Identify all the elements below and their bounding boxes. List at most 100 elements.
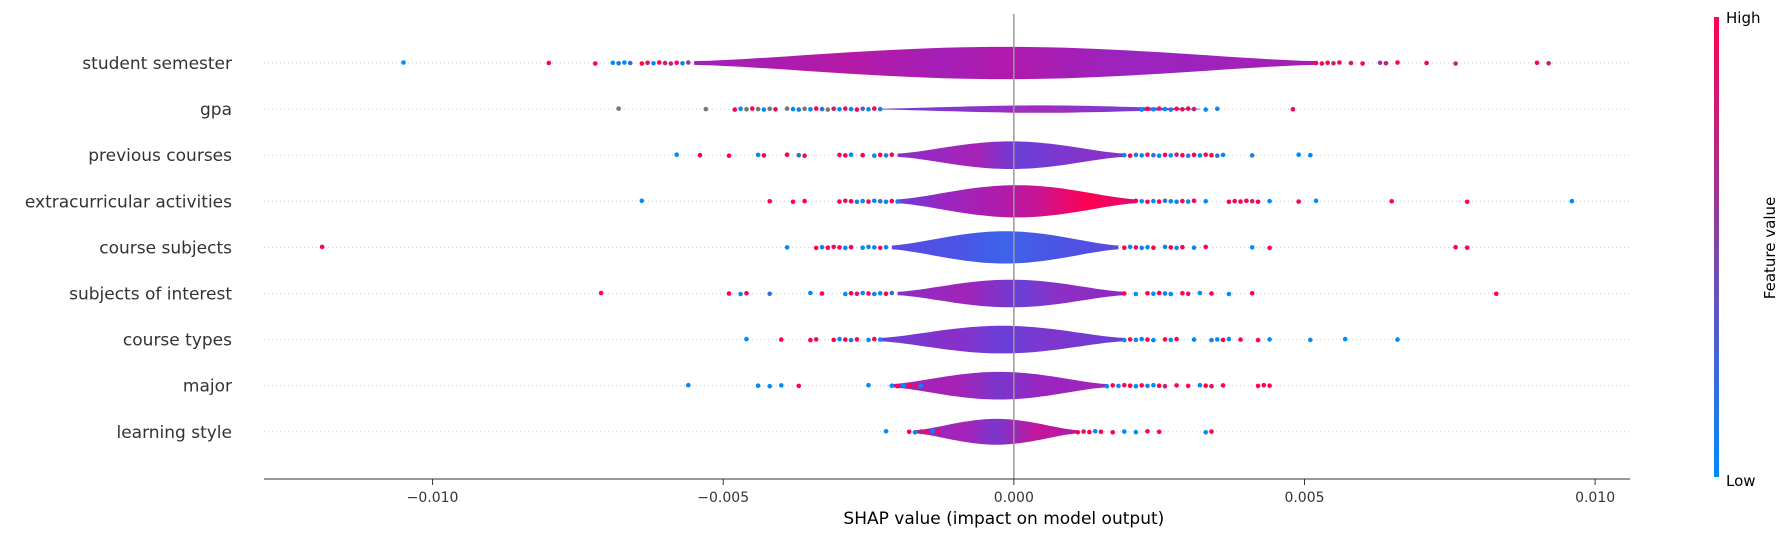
data-point xyxy=(796,152,802,158)
data-point xyxy=(732,107,738,112)
data-point xyxy=(1360,61,1365,66)
data-point xyxy=(790,106,796,112)
data-point xyxy=(848,152,854,157)
data-point xyxy=(860,245,865,250)
data-point xyxy=(1215,153,1220,158)
data-point xyxy=(1319,61,1325,66)
data-point xyxy=(1122,291,1127,296)
data-point xyxy=(1151,198,1156,204)
data-point xyxy=(1098,429,1104,435)
data-point xyxy=(767,291,772,297)
data-point xyxy=(1116,383,1121,389)
data-point xyxy=(1168,153,1174,158)
data-point xyxy=(1215,106,1220,112)
data-point xyxy=(1209,337,1214,343)
data-point xyxy=(401,60,406,65)
data-point xyxy=(883,153,889,158)
data-point xyxy=(808,107,813,112)
data-point xyxy=(819,106,825,112)
data-point xyxy=(1133,337,1139,343)
data-point xyxy=(1232,198,1237,204)
data-point xyxy=(1464,245,1470,250)
data-point xyxy=(1162,291,1168,296)
data-point xyxy=(1133,152,1139,158)
data-point xyxy=(598,290,604,296)
data-point xyxy=(1162,244,1168,250)
data-point xyxy=(784,106,790,111)
data-point xyxy=(889,383,895,389)
data-point xyxy=(1122,382,1127,388)
data-point xyxy=(1145,199,1150,205)
data-point xyxy=(1151,245,1156,250)
data-point xyxy=(1203,383,1208,389)
data-point xyxy=(877,291,883,296)
feature-label: extracurricular activities xyxy=(25,192,232,212)
data-point xyxy=(1156,153,1162,158)
data-point xyxy=(843,198,848,204)
data-point xyxy=(767,106,772,112)
feature-label: major xyxy=(183,377,232,397)
data-point xyxy=(802,153,807,158)
data-point xyxy=(627,60,633,66)
data-point xyxy=(779,383,784,388)
data-point xyxy=(1156,383,1162,389)
data-point xyxy=(1546,61,1551,66)
data-point xyxy=(1110,383,1115,388)
colorbar-high-label: High xyxy=(1726,9,1760,27)
data-point xyxy=(738,106,743,112)
data-point xyxy=(1249,199,1255,204)
data-point xyxy=(1151,382,1156,388)
data-point xyxy=(1534,60,1540,66)
data-point xyxy=(657,60,662,65)
x-tick-label: 0.005 xyxy=(1284,490,1324,506)
data-point xyxy=(1151,152,1156,158)
data-point xyxy=(866,199,871,204)
data-point xyxy=(616,61,621,66)
data-point xyxy=(837,336,842,342)
violin-course-types xyxy=(880,325,1125,354)
data-point xyxy=(860,198,865,204)
data-point xyxy=(1127,337,1133,342)
data-point xyxy=(1156,106,1162,111)
x-axis: −0.010 −0.005 0.000 0.005 0.010 SHAP value (… xyxy=(264,478,1630,529)
data-point xyxy=(726,291,732,296)
data-point xyxy=(1249,153,1255,158)
data-point xyxy=(877,106,883,112)
data-point xyxy=(848,244,854,250)
data-point xyxy=(906,429,912,435)
data-point xyxy=(895,383,900,389)
data-point xyxy=(1325,60,1330,66)
data-point xyxy=(1296,152,1301,157)
data-point xyxy=(767,199,772,204)
data-point xyxy=(1081,429,1086,434)
data-point xyxy=(1133,383,1139,389)
data-point xyxy=(1151,337,1156,343)
data-point xyxy=(1162,198,1168,204)
data-point xyxy=(1122,245,1127,250)
data-point xyxy=(1197,153,1203,158)
data-point xyxy=(1261,382,1267,388)
data-point xyxy=(1308,152,1313,158)
data-point xyxy=(639,198,645,204)
data-point xyxy=(1162,106,1168,112)
x-ticks: −0.010 −0.005 0.000 0.005 0.010 xyxy=(407,479,1615,506)
data-point xyxy=(1337,60,1342,65)
data-point xyxy=(1145,429,1150,434)
data-point xyxy=(1180,291,1185,296)
feature-label: course types xyxy=(123,331,232,351)
data-point xyxy=(1168,245,1174,250)
data-point xyxy=(1383,61,1389,66)
data-point xyxy=(1313,198,1319,204)
data-point xyxy=(1127,153,1133,158)
data-point xyxy=(1174,383,1179,388)
data-point xyxy=(802,106,807,112)
data-point xyxy=(883,429,889,434)
data-point xyxy=(796,107,802,112)
data-point xyxy=(889,198,895,204)
data-point xyxy=(866,291,871,296)
data-point xyxy=(1203,244,1208,250)
violin-gpa xyxy=(880,105,1200,113)
data-point xyxy=(848,337,854,343)
data-point xyxy=(639,61,645,66)
